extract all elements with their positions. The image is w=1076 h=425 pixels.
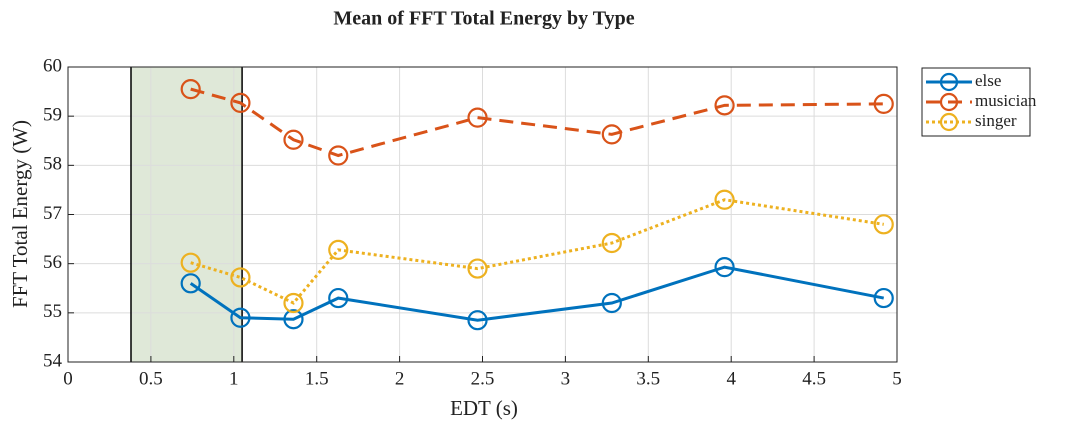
x-tick-label: 5: [892, 368, 902, 389]
legend-marker: [939, 92, 959, 112]
y-tick-label: 58: [43, 154, 62, 175]
x-tick-label: 2: [395, 368, 405, 389]
point-marker: [873, 93, 894, 114]
x-tick-label: 0: [63, 368, 73, 389]
x-tick-label: 1.5: [305, 368, 329, 389]
point-marker: [601, 232, 622, 254]
legend-label: singer: [975, 111, 1017, 130]
plot-frame: [67, 66, 898, 363]
point-marker: [873, 214, 894, 235]
x-tick-label: 3.5: [636, 368, 660, 389]
point-marker: [283, 309, 304, 330]
series-line: [190, 87, 884, 158]
x-tick-label: 3: [561, 368, 571, 389]
point-marker: [467, 107, 488, 128]
legend-label: else: [975, 71, 1001, 90]
point-marker: [328, 145, 349, 166]
point-marker: [283, 292, 304, 314]
point-marker: [328, 239, 349, 260]
point-marker: [873, 287, 894, 309]
point-marker: [230, 92, 251, 113]
x-tick-label: 4.5: [802, 368, 826, 389]
point-marker: [180, 79, 201, 100]
point-marker: [601, 124, 622, 145]
chart-title: Mean of FFT Total Energy by Type: [333, 8, 634, 30]
x-tick-label: 0.5: [139, 368, 163, 389]
y-tick-label: 57: [43, 203, 62, 224]
point-marker: [283, 129, 304, 150]
y-axis-label: FFT Total Energy (W): [8, 120, 32, 308]
point-marker: [180, 252, 201, 273]
y-tick-label: 60: [43, 55, 62, 76]
point-marker: [601, 292, 622, 314]
x-tick-label: 4: [726, 368, 736, 389]
x-tick-label: 2.5: [471, 368, 495, 389]
x-axis-label: EDT (s): [450, 396, 518, 420]
point-marker: [180, 273, 201, 294]
point-marker: [230, 307, 251, 328]
legend-marker: [939, 112, 959, 132]
x-tick-label: 1: [229, 368, 239, 389]
y-tick-label: 59: [43, 105, 62, 126]
y-tick-label: 54: [43, 350, 63, 371]
point-marker: [467, 258, 488, 279]
legend-label: musician: [975, 91, 1037, 110]
point-marker: [714, 95, 735, 116]
y-tick-label: 56: [43, 252, 62, 273]
legend-marker: [939, 72, 959, 92]
y-tick-label: 55: [43, 301, 62, 322]
point-marker: [714, 257, 735, 278]
point-marker: [714, 189, 735, 210]
point-marker: [467, 310, 488, 331]
point-marker: [328, 287, 349, 309]
point-marker: [230, 267, 251, 288]
